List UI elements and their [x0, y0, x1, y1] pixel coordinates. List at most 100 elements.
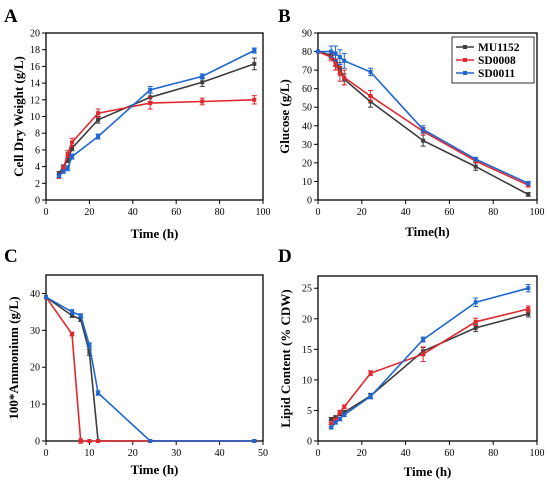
data-point [337, 410, 342, 415]
data-point [316, 49, 320, 54]
x-axis-label: Time(h) [405, 224, 450, 239]
y-tick-label: 30 [302, 140, 312, 151]
y-tick-label: 20 [30, 363, 40, 374]
y-tick-label: 20 [302, 314, 312, 325]
y-tick-label: 6 [35, 145, 40, 156]
panel-c: C 0 10 20 30 40 50 0 10 20 30 40 Time (h) 100*Ammoniu… [4, 246, 268, 477]
x-tick-label: 20 [357, 207, 367, 218]
data-point [337, 71, 342, 76]
data-point [148, 439, 153, 443]
data-point [421, 337, 426, 342]
data-point [200, 99, 205, 104]
y-tick-label: 20 [30, 29, 40, 40]
y-tick-label: 15 [302, 345, 312, 356]
y-tick-label: 5 [307, 406, 312, 417]
panel-d: D 0 20 40 60 80 100 0 5 10 15 20 25 Time (h) Lipid Con… [278, 246, 545, 479]
series-line [330, 287, 529, 429]
x-axis-label: Time (h) [404, 464, 452, 479]
x-tick-label: 0 [44, 448, 49, 459]
data-point [70, 309, 75, 314]
y-tick-label: 50 [302, 103, 312, 114]
y-tick-label: 14 [30, 79, 40, 90]
data-point [337, 417, 342, 421]
plot-frame [317, 32, 538, 201]
y-tick-label: 12 [30, 95, 40, 106]
data-point [252, 439, 257, 443]
data-point [342, 75, 347, 80]
data-point [333, 420, 338, 425]
series-sd0011 [328, 284, 531, 430]
x-tick-label: 20 [84, 207, 94, 218]
y-tick-label: 2 [35, 179, 40, 190]
x-tick-label: 100 [256, 207, 271, 218]
data-point [526, 311, 531, 316]
x-tick-label: 50 [258, 448, 268, 459]
y-tick-label: 10 [30, 112, 40, 123]
x-tick-label: 60 [171, 207, 181, 218]
data-point [252, 61, 257, 66]
data-point [148, 87, 153, 92]
data-point [78, 317, 83, 322]
x-tick-label: 0 [316, 448, 321, 459]
data-point [96, 391, 101, 396]
x-tick-label: 30 [171, 448, 181, 459]
data-point [57, 173, 62, 178]
data-point [70, 140, 75, 145]
data-point [421, 352, 426, 357]
data-point [421, 138, 426, 143]
x-tick-label: 100 [530, 448, 545, 459]
legend-swatch-marker [463, 45, 467, 49]
y-axis-label: Lipid Content (% CDW) [278, 289, 293, 427]
series-mu1152 [56, 57, 257, 176]
x-tick-label: 60 [444, 207, 454, 218]
data-point [70, 146, 75, 151]
y-tick-label: 40 [302, 121, 312, 132]
panel-letter: C [4, 246, 18, 267]
data-point [368, 69, 373, 74]
data-point [148, 101, 153, 106]
x-tick-label: 40 [128, 207, 138, 218]
x-tick-label: 80 [488, 207, 498, 218]
legend-label: MU1152 [478, 42, 520, 54]
data-point [526, 192, 531, 197]
data-point [333, 62, 338, 67]
y-tick-label: 10 [302, 375, 312, 386]
y-tick-label: 20 [302, 158, 312, 169]
data-point [333, 51, 338, 56]
data-point [526, 286, 531, 291]
plot-frame [45, 32, 264, 201]
x-tick-label: 80 [488, 448, 498, 459]
data-point [473, 164, 478, 169]
data-point [526, 181, 531, 186]
data-point [61, 166, 66, 171]
data-point [65, 152, 70, 157]
series-mu1152 [44, 295, 257, 443]
y-tick-label: 90 [302, 29, 312, 40]
data-point [333, 415, 338, 420]
series-line [330, 308, 529, 424]
series-line [58, 99, 255, 177]
data-point [96, 111, 101, 116]
y-tick-label: 10 [302, 177, 312, 188]
y-tick-label: 80 [302, 47, 312, 58]
data-point [333, 417, 338, 422]
data-point [526, 307, 531, 311]
data-point [342, 410, 347, 415]
data-point [329, 417, 334, 421]
panel-b: B 0 20 40 60 80 100 0 10 20 30 40 50 60 70 80 90 Time(h) G… [277, 6, 545, 239]
y-tick-label: 25 [302, 284, 312, 295]
x-tick-label: 40 [401, 448, 411, 459]
data-point [96, 134, 101, 139]
data-point [70, 313, 75, 318]
series-sd0008 [328, 305, 531, 426]
x-axis-label: Time (h) [131, 226, 179, 241]
x-tick-label: 10 [84, 448, 94, 459]
x-tick-label: 80 [215, 207, 225, 218]
y-axis-label: 100*Ammonium (g/L) [6, 296, 21, 419]
data-point [473, 300, 478, 305]
y-tick-label: 60 [302, 84, 312, 95]
x-tick-label: 0 [44, 207, 49, 218]
data-point [473, 157, 478, 162]
